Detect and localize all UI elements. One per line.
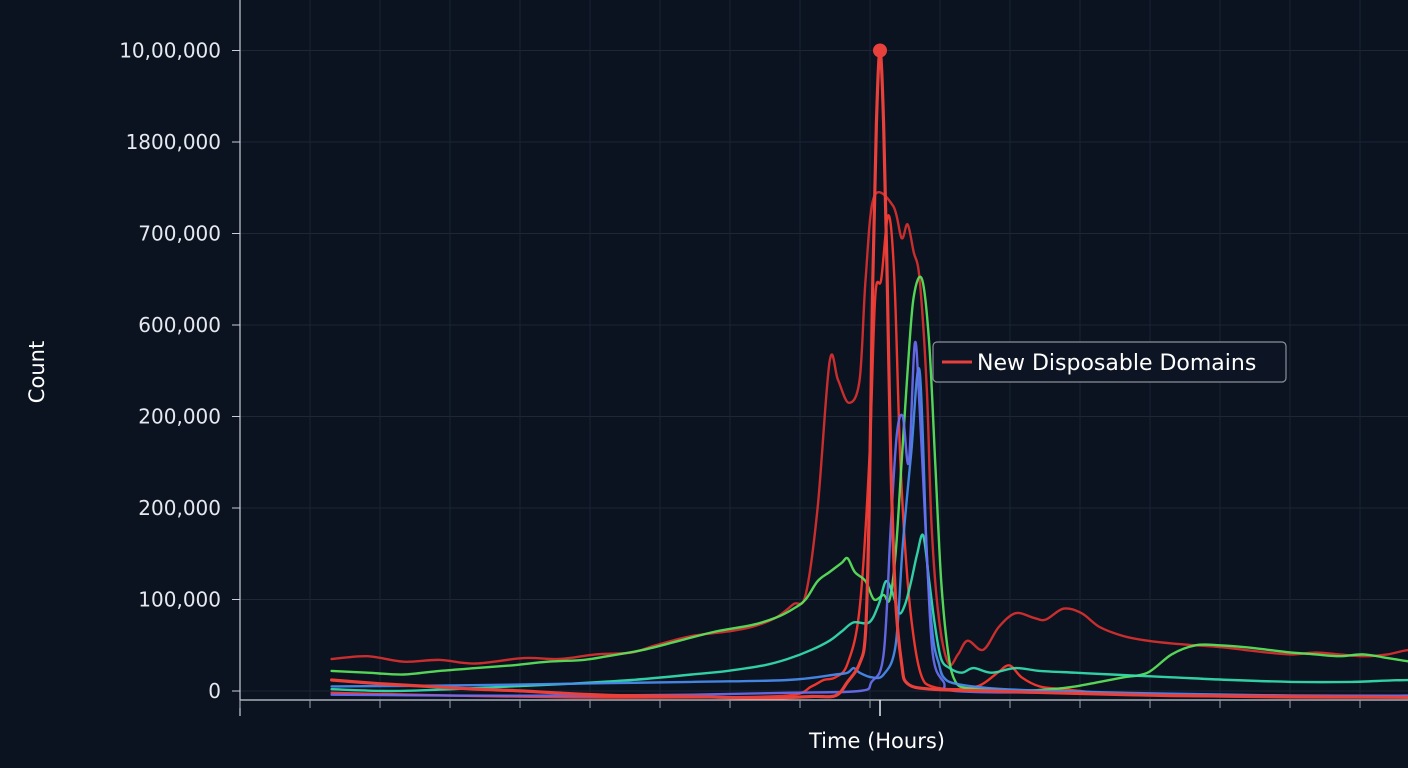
axes	[239, 0, 1408, 716]
series-layer	[330, 43, 1408, 700]
y-tick-label: 600,000	[138, 313, 221, 337]
y-tick-label: 700,000	[138, 222, 221, 246]
series-line-new-disposable-domains	[330, 48, 1408, 700]
x-axis-title: Time (Hours)	[808, 729, 945, 753]
y-tick-label: 100,000	[138, 588, 221, 612]
gridlines	[239, 0, 1408, 700]
y-tick-label: 0	[208, 679, 221, 703]
y-tick-label: 200,000	[138, 405, 221, 429]
y-tick-label: 1800,000	[126, 130, 221, 154]
peak-marker	[873, 43, 887, 58]
y-tick-label: 10,00,000	[119, 39, 221, 63]
legend-label: New Disposable Domains	[977, 351, 1256, 376]
series-line	[330, 367, 1408, 697]
y-tick-label: 200,000	[138, 496, 221, 520]
series-line	[330, 275, 1408, 693]
series-line	[330, 533, 1408, 693]
y-tick-labels: 0 100,000 200,000 200,000 600,000 700,000 1800…	[119, 39, 240, 703]
legend: New Disposable Domains	[932, 341, 1287, 383]
y-axis-title: Count	[25, 341, 49, 403]
legend-box	[932, 341, 1287, 383]
